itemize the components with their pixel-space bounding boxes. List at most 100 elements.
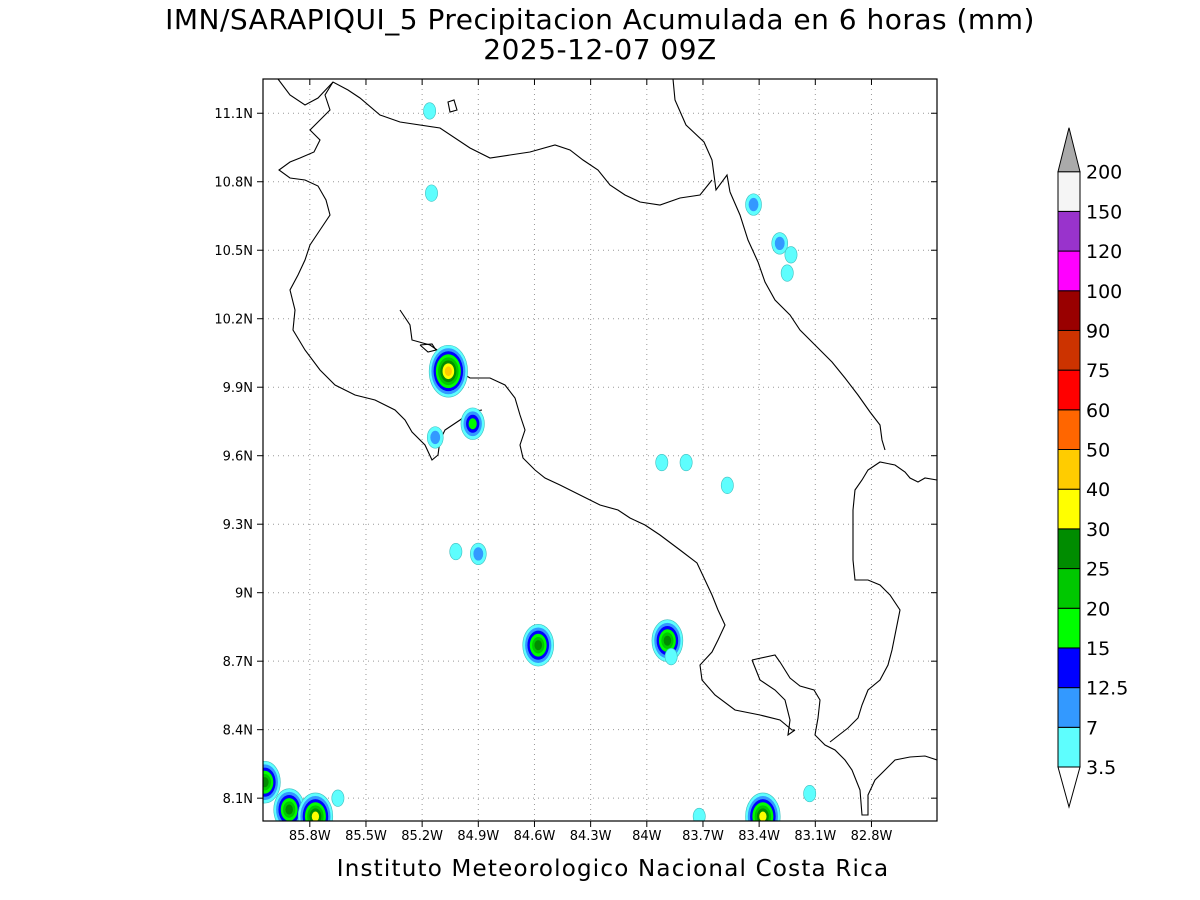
precip-cell	[428, 344, 468, 398]
nicoya-island	[419, 343, 437, 353]
colorbar-label: 200	[1086, 162, 1122, 184]
precip-cell	[331, 789, 345, 807]
lat-tick-label: 10.5N	[214, 244, 253, 259]
colorbar-label: 3.5	[1086, 757, 1116, 779]
precip-cell	[679, 453, 693, 472]
osa-peninsula-coast	[751, 654, 937, 816]
lat-tick-label: 8.4N	[223, 724, 253, 739]
precip-cell	[426, 426, 444, 449]
lat-tick-label: 9.9N	[223, 381, 253, 396]
colorbar-min-arrow	[1057, 766, 1081, 809]
colorbar-swatch	[1057, 568, 1081, 609]
precip-contour	[444, 366, 452, 377]
precip-contour	[331, 789, 345, 807]
precip-cell	[803, 785, 817, 803]
lake-outline	[447, 99, 458, 113]
precip-cell	[664, 648, 678, 666]
caribbean-coast-south	[729, 191, 886, 451]
precip-contour	[285, 804, 293, 815]
colorbar-label: 25	[1086, 559, 1110, 581]
colorbar-swatch	[1057, 171, 1081, 212]
precip-cell	[655, 453, 669, 472]
lat-tick-label: 8.7N	[223, 655, 253, 670]
colorbar-label: 90	[1086, 320, 1110, 342]
colorbar-label: 75	[1086, 360, 1110, 382]
precip-contour	[663, 635, 672, 646]
precip-contour	[720, 476, 734, 494]
axis-ticks: 85.8W 85.5W 85.2W 84.9W 84.6W 84.3W 84W 83.7W 83…	[214, 79, 937, 844]
precipitation-contours	[263, 102, 817, 821]
lon-tick-label: 85.8W	[289, 829, 331, 844]
colorbar-swatch	[1057, 647, 1081, 689]
colorbar-label: 7	[1086, 717, 1098, 739]
precip-contour	[430, 430, 441, 445]
lon-tick-label: 82.8W	[851, 829, 893, 844]
precip-cell	[423, 102, 437, 120]
precip-contour	[774, 236, 785, 251]
lon-tick-label: 84.6W	[514, 829, 556, 844]
colorbar-max-arrow	[1057, 127, 1081, 173]
footer-credit: Instituto Meteorologico Nacional Costa R…	[336, 856, 890, 882]
precip-contour	[473, 547, 484, 561]
colorbar-label: 60	[1086, 400, 1110, 422]
precip-cell	[522, 623, 554, 667]
colorbar-swatch	[1057, 329, 1081, 371]
lon-tick-label: 85.5W	[345, 829, 387, 844]
precip-contour	[803, 785, 817, 803]
lat-tick-label: 11.1N	[214, 107, 253, 122]
colorbar-swatch	[1057, 607, 1081, 649]
colorbar-label: 120	[1086, 241, 1122, 263]
colorbar-swatch	[1057, 488, 1081, 530]
precip-contour	[468, 418, 477, 430]
grid-lines	[263, 79, 937, 821]
precip-contour	[534, 640, 542, 651]
precip-contour	[692, 807, 706, 821]
precip-cell	[425, 184, 438, 202]
precip-cell	[460, 407, 485, 440]
colorbar-swatch	[1057, 726, 1081, 768]
precip-cell	[720, 476, 734, 494]
precip-cell	[745, 193, 762, 216]
lon-tick-label: 83.7W	[682, 829, 724, 844]
map-title: IMN/SARAPIQUI_5 Precipitacion Acumulada …	[165, 3, 1035, 36]
precip-contour	[311, 811, 320, 821]
precip-contour	[784, 246, 798, 264]
colorbar-label: 30	[1086, 519, 1110, 541]
lat-tick-label: 9.6N	[223, 450, 253, 465]
precip-contour	[449, 543, 463, 561]
precip-cell	[273, 788, 305, 821]
precip-contour	[263, 777, 269, 788]
colorbar-swatch	[1057, 687, 1081, 728]
lat-tick-label: 9.3N	[223, 518, 253, 533]
precip-cell	[297, 792, 334, 821]
colorbar-label: 15	[1086, 638, 1110, 660]
colorbar-label: 12.5	[1086, 678, 1128, 700]
map-datetime: 2025-12-07 09Z	[483, 33, 717, 66]
precip-cell	[780, 264, 794, 282]
precip-contour	[679, 453, 693, 472]
lon-tick-label: 83.4W	[738, 829, 780, 844]
caribbean-coast-north	[672, 79, 731, 193]
colorbar-swatch	[1057, 250, 1081, 292]
precip-cell	[784, 246, 798, 264]
precip-contour	[423, 102, 437, 120]
lon-tick-label: 84.9W	[457, 829, 499, 844]
precip-contour	[664, 648, 678, 666]
colorbar-swatch	[1057, 369, 1081, 411]
lon-tick-label: 84.3W	[570, 829, 612, 844]
pacific-coast-north	[278, 81, 483, 461]
colorbar-swatch	[1057, 409, 1081, 450]
precip-contour	[748, 197, 759, 212]
colorbar-legend: 3.5 7 12.5 15 20 25 30 40 50 60 75 90 100 120 150 200	[1057, 127, 1128, 809]
precip-cell	[449, 543, 463, 561]
colorbar-swatch	[1057, 528, 1081, 570]
precip-cell	[771, 232, 789, 255]
colorbar-swatch	[1057, 449, 1081, 490]
lon-tick-label: 84W	[632, 829, 662, 844]
lat-tick-label: 10.8N	[214, 176, 253, 191]
panama-border	[829, 461, 937, 743]
lon-tick-label: 83.1W	[794, 829, 836, 844]
precip-cell	[745, 792, 781, 821]
precip-cell	[692, 807, 706, 821]
